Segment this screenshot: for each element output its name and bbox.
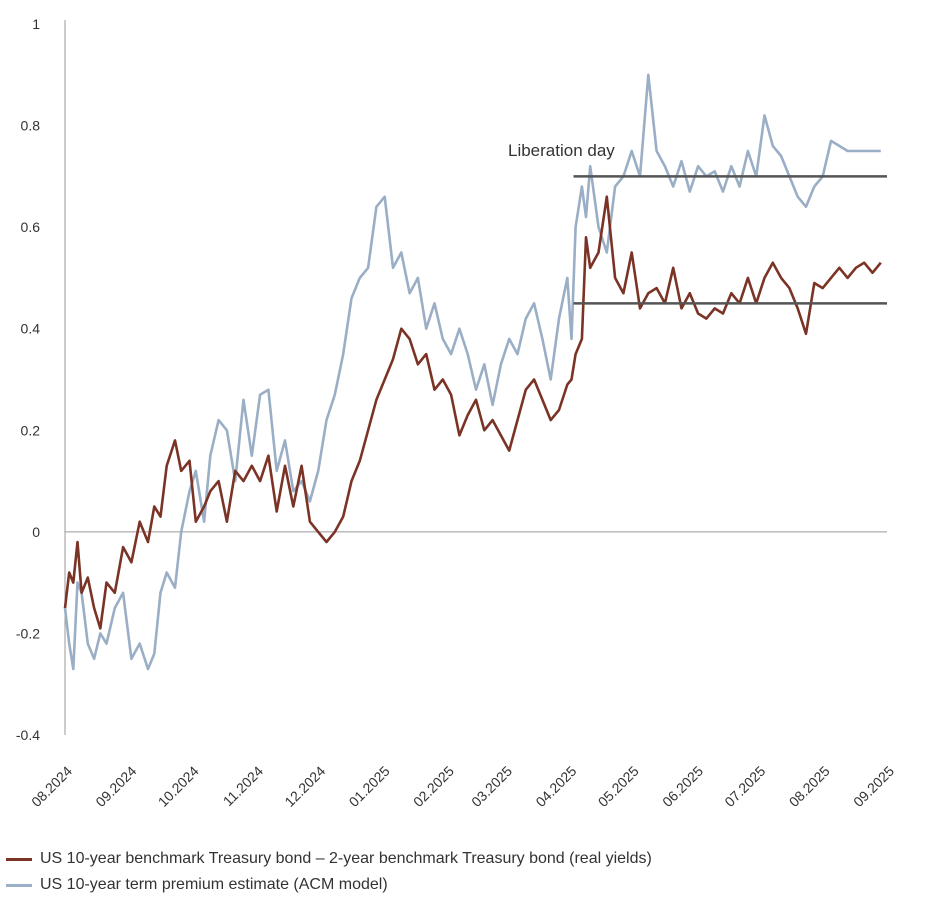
x-tick-label: 05.2025	[595, 763, 642, 810]
x-tick-label: 03.2025	[468, 763, 515, 810]
x-tick-label: 07.2025	[721, 763, 768, 810]
series-line-spread	[63, 195, 882, 630]
annotation-liberation-day: Liberation day	[508, 141, 615, 160]
x-tick-label: 08.2025	[786, 763, 833, 810]
x-tick-label: 12.2024	[281, 763, 328, 810]
legend: US 10-year benchmark Treasury bond – 2-y…	[6, 846, 652, 898]
legend-label-spread: US 10-year benchmark Treasury bond – 2-y…	[40, 850, 652, 867]
legend-swatch-spread	[6, 857, 32, 861]
x-tick-label: 10.2024	[155, 763, 202, 810]
legend-item-spread: US 10-year benchmark Treasury bond – 2-y…	[6, 846, 652, 872]
line-chart: 1 0.8 0.6 0.4 0.2 0 -0.2 -0.4 08.2024 09.2024 10.…	[16, 16, 897, 810]
y-tick-label: 1	[32, 16, 40, 32]
y-tick-label: 0.6	[21, 219, 41, 235]
x-tick-label: 02.2025	[410, 763, 457, 810]
y-tick-label: 0.8	[21, 118, 41, 134]
x-tick-label: 09.2024	[92, 763, 139, 810]
y-tick-label: 0	[32, 524, 40, 540]
x-tick-label: 06.2025	[659, 763, 706, 810]
legend-item-term-premium: US 10-year term premium estimate (ACM mo…	[6, 872, 652, 898]
x-tick-label: 11.2024	[220, 763, 267, 810]
legend-label-term-premium: US 10-year term premium estimate (ACM mo…	[40, 876, 388, 893]
y-tick-label: -0.4	[16, 727, 40, 743]
x-axis: 08.2024 09.2024 10.2024 11.2024 12.2024 01.20…	[28, 763, 897, 810]
y-tick-label: -0.2	[16, 625, 40, 641]
series-lines	[63, 73, 882, 671]
x-tick-label: 09.2025	[850, 763, 897, 810]
x-tick-label: 01.2025	[346, 763, 393, 810]
y-tick-label: 0.4	[21, 321, 41, 337]
y-axis: 1 0.8 0.6 0.4 0.2 0 -0.2 -0.4	[16, 16, 887, 743]
x-tick-label: 08.2024	[28, 763, 75, 810]
annotations: Liberation day	[508, 141, 887, 305]
y-tick-label: 0.2	[21, 422, 41, 438]
series-line-term-premium	[63, 73, 881, 671]
legend-swatch-term-premium	[6, 883, 32, 887]
x-tick-label: 04.2025	[532, 763, 579, 810]
